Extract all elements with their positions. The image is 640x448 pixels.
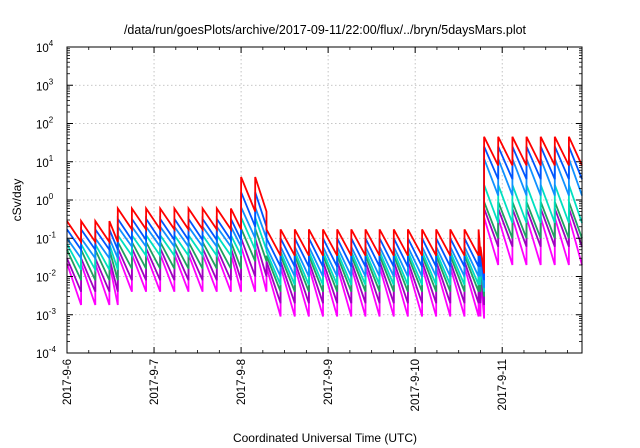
axis-ticks xyxy=(66,46,582,354)
x-tick-label: 2017-9-9 xyxy=(323,359,335,405)
x-tick-label: 2017-9-6 xyxy=(62,359,74,405)
series-lines xyxy=(66,136,583,319)
series-line xyxy=(66,208,583,306)
x-axis: 2017-9-6 2017-9-7 2017-9-8 2017-9-9 2017-9-1… xyxy=(62,359,509,411)
y-tick-label: 104 xyxy=(36,39,54,55)
series-line xyxy=(66,201,583,297)
y-tick-label: 100 xyxy=(36,192,54,208)
x-tick-label: 2017-9-8 xyxy=(236,359,248,405)
series-line xyxy=(66,158,583,289)
y-tick-label: 102 xyxy=(36,116,54,132)
y-tick-label: 101 xyxy=(36,154,54,170)
series-line xyxy=(66,184,583,292)
series-line xyxy=(66,146,583,281)
x-tick-label: 2017-9-10 xyxy=(410,359,422,411)
y-tick-label: 10-4 xyxy=(36,345,56,361)
y-tick-label: 103 xyxy=(36,77,54,93)
x-tick-label: 2017-9-11 xyxy=(497,359,509,411)
y-tick-label: 10-2 xyxy=(36,269,56,285)
x-tick-label: 2017-9-7 xyxy=(149,359,161,405)
series-line xyxy=(66,136,583,274)
chart-title: /data/run/goesPlots/archive/2017-09-11/2… xyxy=(124,23,527,37)
series-line xyxy=(66,217,583,319)
y-tick-label: 10-1 xyxy=(36,230,56,246)
x-axis-label: Coordinated Universal Time (UTC) xyxy=(233,431,417,445)
y-axis-label: cSv/day xyxy=(10,179,24,222)
y-axis: 10-4 10-3 10-2 10-1 100 101 102 103 104 xyxy=(36,39,56,361)
y-tick-label: 10-3 xyxy=(36,307,56,323)
